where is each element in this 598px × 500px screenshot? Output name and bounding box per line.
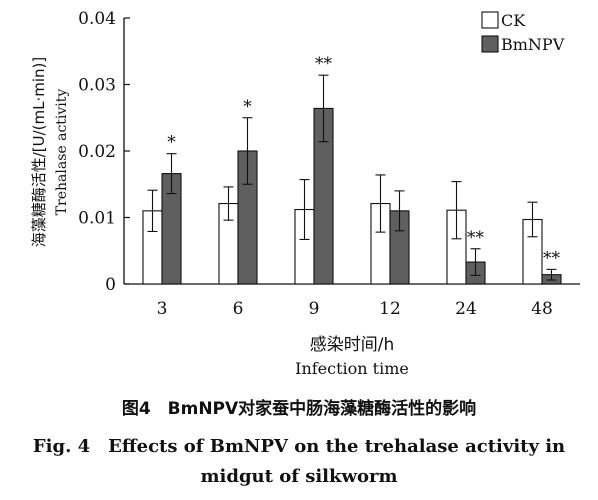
x-tick-label: 48 <box>531 299 553 319</box>
significance-marker: ** <box>315 54 333 74</box>
figure-caption-en-line2: midgut of silkworm <box>200 466 398 487</box>
x-tick-label: 12 <box>379 299 401 319</box>
y-tick-label: 0.04 <box>78 9 116 29</box>
significance-marker: ** <box>543 248 561 268</box>
x-axis-title-en: Infection time <box>295 359 409 378</box>
x-tick-label: 9 <box>309 299 320 319</box>
significance-marker: * <box>243 97 252 117</box>
x-tick-label: 3 <box>157 299 168 319</box>
y-tick-label: 0.03 <box>78 76 116 96</box>
legend-swatch-bmnpv <box>481 35 499 53</box>
y-axis-title-en: Trehalase activity <box>54 89 70 216</box>
figure-caption-cn: 图4 BmNPV对家蚕中肠海藻糖酶活性的影响 <box>121 399 477 419</box>
figure-caption-en-line1: Fig. 4 Effects of BmNPV on the trehalase… <box>32 436 566 457</box>
legend-label-bmnpv: BmNPV <box>501 35 565 54</box>
y-tick-label: 0 <box>105 275 116 295</box>
x-axis-title-cn: 感染时间/h <box>310 335 395 355</box>
x-tick-label: 24 <box>455 299 477 319</box>
y-axis-title-cn: 海藻糖酶活性/[U/(mL·min)] <box>30 57 48 248</box>
legend-label-ck: CK <box>501 11 526 30</box>
y-tick-label: 0.01 <box>78 209 116 229</box>
significance-marker: * <box>167 133 176 153</box>
legend-swatch-ck <box>481 11 499 29</box>
y-tick-label: 0.02 <box>78 142 116 162</box>
trehalase-bar-chart: 0 0.01 0.02 0.03 0.04 * 3 * 6 ** 9 12 ** 24 ** 48 CK BmNP… <box>30 9 580 378</box>
significance-marker: ** <box>467 228 485 248</box>
x-tick-label: 6 <box>233 299 244 319</box>
